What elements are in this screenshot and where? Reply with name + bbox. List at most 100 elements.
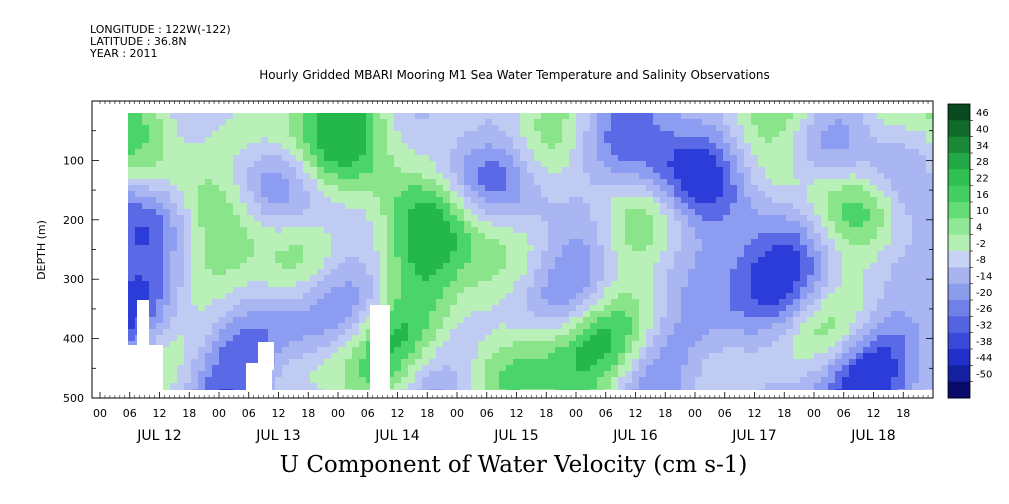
- heatmap-cell: [247, 185, 255, 192]
- heatmap-cell: [303, 359, 311, 366]
- heatmap-cell: [226, 161, 234, 168]
- heatmap-cell: [632, 371, 640, 378]
- heatmap-cell: [569, 203, 577, 210]
- heatmap-cell: [310, 329, 318, 336]
- heatmap-cell: [569, 281, 577, 288]
- heatmap-cell: [233, 161, 241, 168]
- heatmap-cell: [422, 389, 430, 390]
- heatmap-cell: [464, 239, 472, 246]
- heatmap-cell: [317, 245, 325, 252]
- heatmap-cell: [744, 161, 752, 168]
- heatmap-cell: [667, 155, 675, 162]
- heatmap-cell: [681, 347, 689, 354]
- heatmap-cell: [191, 281, 199, 288]
- heatmap-cell: [541, 257, 549, 264]
- heatmap-cell: [800, 131, 808, 138]
- heatmap-cell: [492, 251, 500, 258]
- heatmap-cell: [506, 137, 514, 144]
- heatmap-cell: [282, 389, 290, 390]
- heatmap-cell: [618, 125, 626, 132]
- heatmap-cell: [520, 317, 528, 324]
- heatmap-cell: [639, 227, 647, 234]
- heatmap-field: [128, 113, 933, 390]
- heatmap-cell: [282, 125, 290, 132]
- heatmap-cell: [646, 149, 654, 156]
- heatmap-cell: [275, 251, 283, 258]
- heatmap-cell: [366, 365, 374, 372]
- heatmap-cell: [744, 149, 752, 156]
- heatmap-cell: [254, 329, 262, 336]
- heatmap-cell: [275, 383, 283, 390]
- heatmap-cell: [702, 137, 710, 144]
- heatmap-cell: [443, 269, 451, 276]
- heatmap-cell: [730, 353, 738, 360]
- heatmap-cell: [135, 239, 143, 246]
- heatmap-cell: [478, 365, 486, 372]
- heatmap-cell: [772, 305, 780, 312]
- heatmap-cell: [716, 383, 724, 390]
- heatmap-cell: [513, 281, 521, 288]
- heatmap-cell: [674, 155, 682, 162]
- heatmap-cell: [793, 275, 801, 282]
- heatmap-cell: [226, 263, 234, 270]
- heatmap-cell: [436, 179, 444, 186]
- heatmap-cell: [184, 137, 192, 144]
- heatmap-cell: [394, 383, 402, 390]
- heatmap-cell: [135, 275, 143, 282]
- heatmap-cell: [660, 125, 668, 132]
- heatmap-cell: [597, 317, 605, 324]
- heatmap-cell: [625, 239, 633, 246]
- heatmap-cell: [408, 155, 416, 162]
- heatmap-cell: [527, 155, 535, 162]
- heatmap-cell: [856, 377, 864, 384]
- heatmap-cell: [247, 287, 255, 294]
- heatmap-cell: [401, 167, 409, 174]
- heatmap-cell: [765, 215, 773, 222]
- heatmap-cell: [660, 137, 668, 144]
- heatmap-cell: [282, 383, 290, 390]
- heatmap-cell: [856, 347, 864, 354]
- heatmap-cell: [212, 173, 220, 180]
- heatmap-cell: [177, 179, 185, 186]
- heatmap-cell: [247, 179, 255, 186]
- heatmap-cell: [667, 113, 675, 120]
- heatmap-cell: [128, 149, 136, 156]
- heatmap-cell: [303, 143, 311, 150]
- heatmap-cell: [667, 353, 675, 360]
- heatmap-cell: [296, 233, 304, 240]
- heatmap-cell: [443, 251, 451, 258]
- heatmap-cell: [590, 239, 598, 246]
- heatmap-cell: [779, 197, 787, 204]
- heatmap-cell: [254, 257, 262, 264]
- heatmap-cell: [562, 287, 570, 294]
- heatmap-cell: [737, 311, 745, 318]
- heatmap-cell: [555, 149, 563, 156]
- heatmap-cell: [828, 209, 836, 216]
- heatmap-cell: [772, 335, 780, 342]
- heatmap-cell: [443, 335, 451, 342]
- heatmap-cell: [758, 347, 766, 354]
- heatmap-cell: [856, 239, 864, 246]
- heatmap-cell: [478, 179, 486, 186]
- heatmap-cell: [345, 257, 353, 264]
- heatmap-cell: [828, 137, 836, 144]
- heatmap-cell: [429, 275, 437, 282]
- heatmap-cell: [254, 215, 262, 222]
- heatmap-cell: [408, 269, 416, 276]
- heatmap-cell: [457, 251, 465, 258]
- heatmap-cell: [639, 245, 647, 252]
- heatmap-cell: [464, 257, 472, 264]
- heatmap-cell: [240, 233, 248, 240]
- heatmap-cell: [583, 173, 591, 180]
- heatmap-cell: [534, 185, 542, 192]
- heatmap-cell: [268, 113, 276, 120]
- heatmap-cell: [688, 257, 696, 264]
- heatmap-cell: [513, 251, 521, 258]
- heatmap-cell: [695, 167, 703, 174]
- heatmap-cell: [639, 365, 647, 372]
- heatmap-cell: [737, 227, 745, 234]
- heatmap-cell: [170, 173, 178, 180]
- heatmap-cell: [219, 389, 227, 390]
- heatmap-cell: [156, 317, 164, 324]
- heatmap-cell: [429, 137, 437, 144]
